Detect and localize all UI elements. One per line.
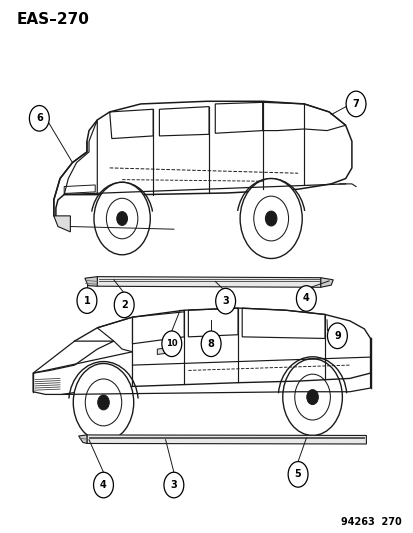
Text: 94263  270: 94263 270 xyxy=(340,516,401,527)
Text: 7: 7 xyxy=(352,99,358,109)
Circle shape xyxy=(215,288,235,314)
Circle shape xyxy=(240,179,301,259)
Circle shape xyxy=(161,331,181,357)
Circle shape xyxy=(306,390,318,405)
Text: 5: 5 xyxy=(294,470,301,479)
Circle shape xyxy=(116,212,127,225)
Polygon shape xyxy=(78,435,87,443)
Circle shape xyxy=(345,91,365,117)
Circle shape xyxy=(29,106,49,131)
Text: 6: 6 xyxy=(36,114,43,123)
Circle shape xyxy=(97,395,109,410)
Circle shape xyxy=(77,288,97,313)
Polygon shape xyxy=(97,277,320,287)
Circle shape xyxy=(164,472,183,498)
Circle shape xyxy=(282,359,342,435)
Circle shape xyxy=(94,182,150,255)
Polygon shape xyxy=(87,435,366,444)
Text: 10: 10 xyxy=(166,340,177,348)
Circle shape xyxy=(287,462,307,487)
Text: 3: 3 xyxy=(222,296,228,306)
Text: 2: 2 xyxy=(121,300,127,310)
Circle shape xyxy=(114,292,134,318)
Text: 9: 9 xyxy=(333,331,340,341)
Polygon shape xyxy=(157,348,169,354)
Text: 1: 1 xyxy=(83,296,90,305)
Polygon shape xyxy=(54,216,70,232)
Circle shape xyxy=(296,286,316,311)
Circle shape xyxy=(265,211,276,226)
Circle shape xyxy=(201,331,221,357)
Polygon shape xyxy=(85,277,97,286)
Circle shape xyxy=(93,472,113,498)
Circle shape xyxy=(73,364,133,441)
Text: 4: 4 xyxy=(302,294,309,303)
Text: 3: 3 xyxy=(170,480,177,490)
Text: 4: 4 xyxy=(100,480,107,490)
Text: 8: 8 xyxy=(207,339,214,349)
Text: EAS–270: EAS–270 xyxy=(17,12,89,27)
Circle shape xyxy=(327,323,347,349)
Polygon shape xyxy=(320,278,332,287)
